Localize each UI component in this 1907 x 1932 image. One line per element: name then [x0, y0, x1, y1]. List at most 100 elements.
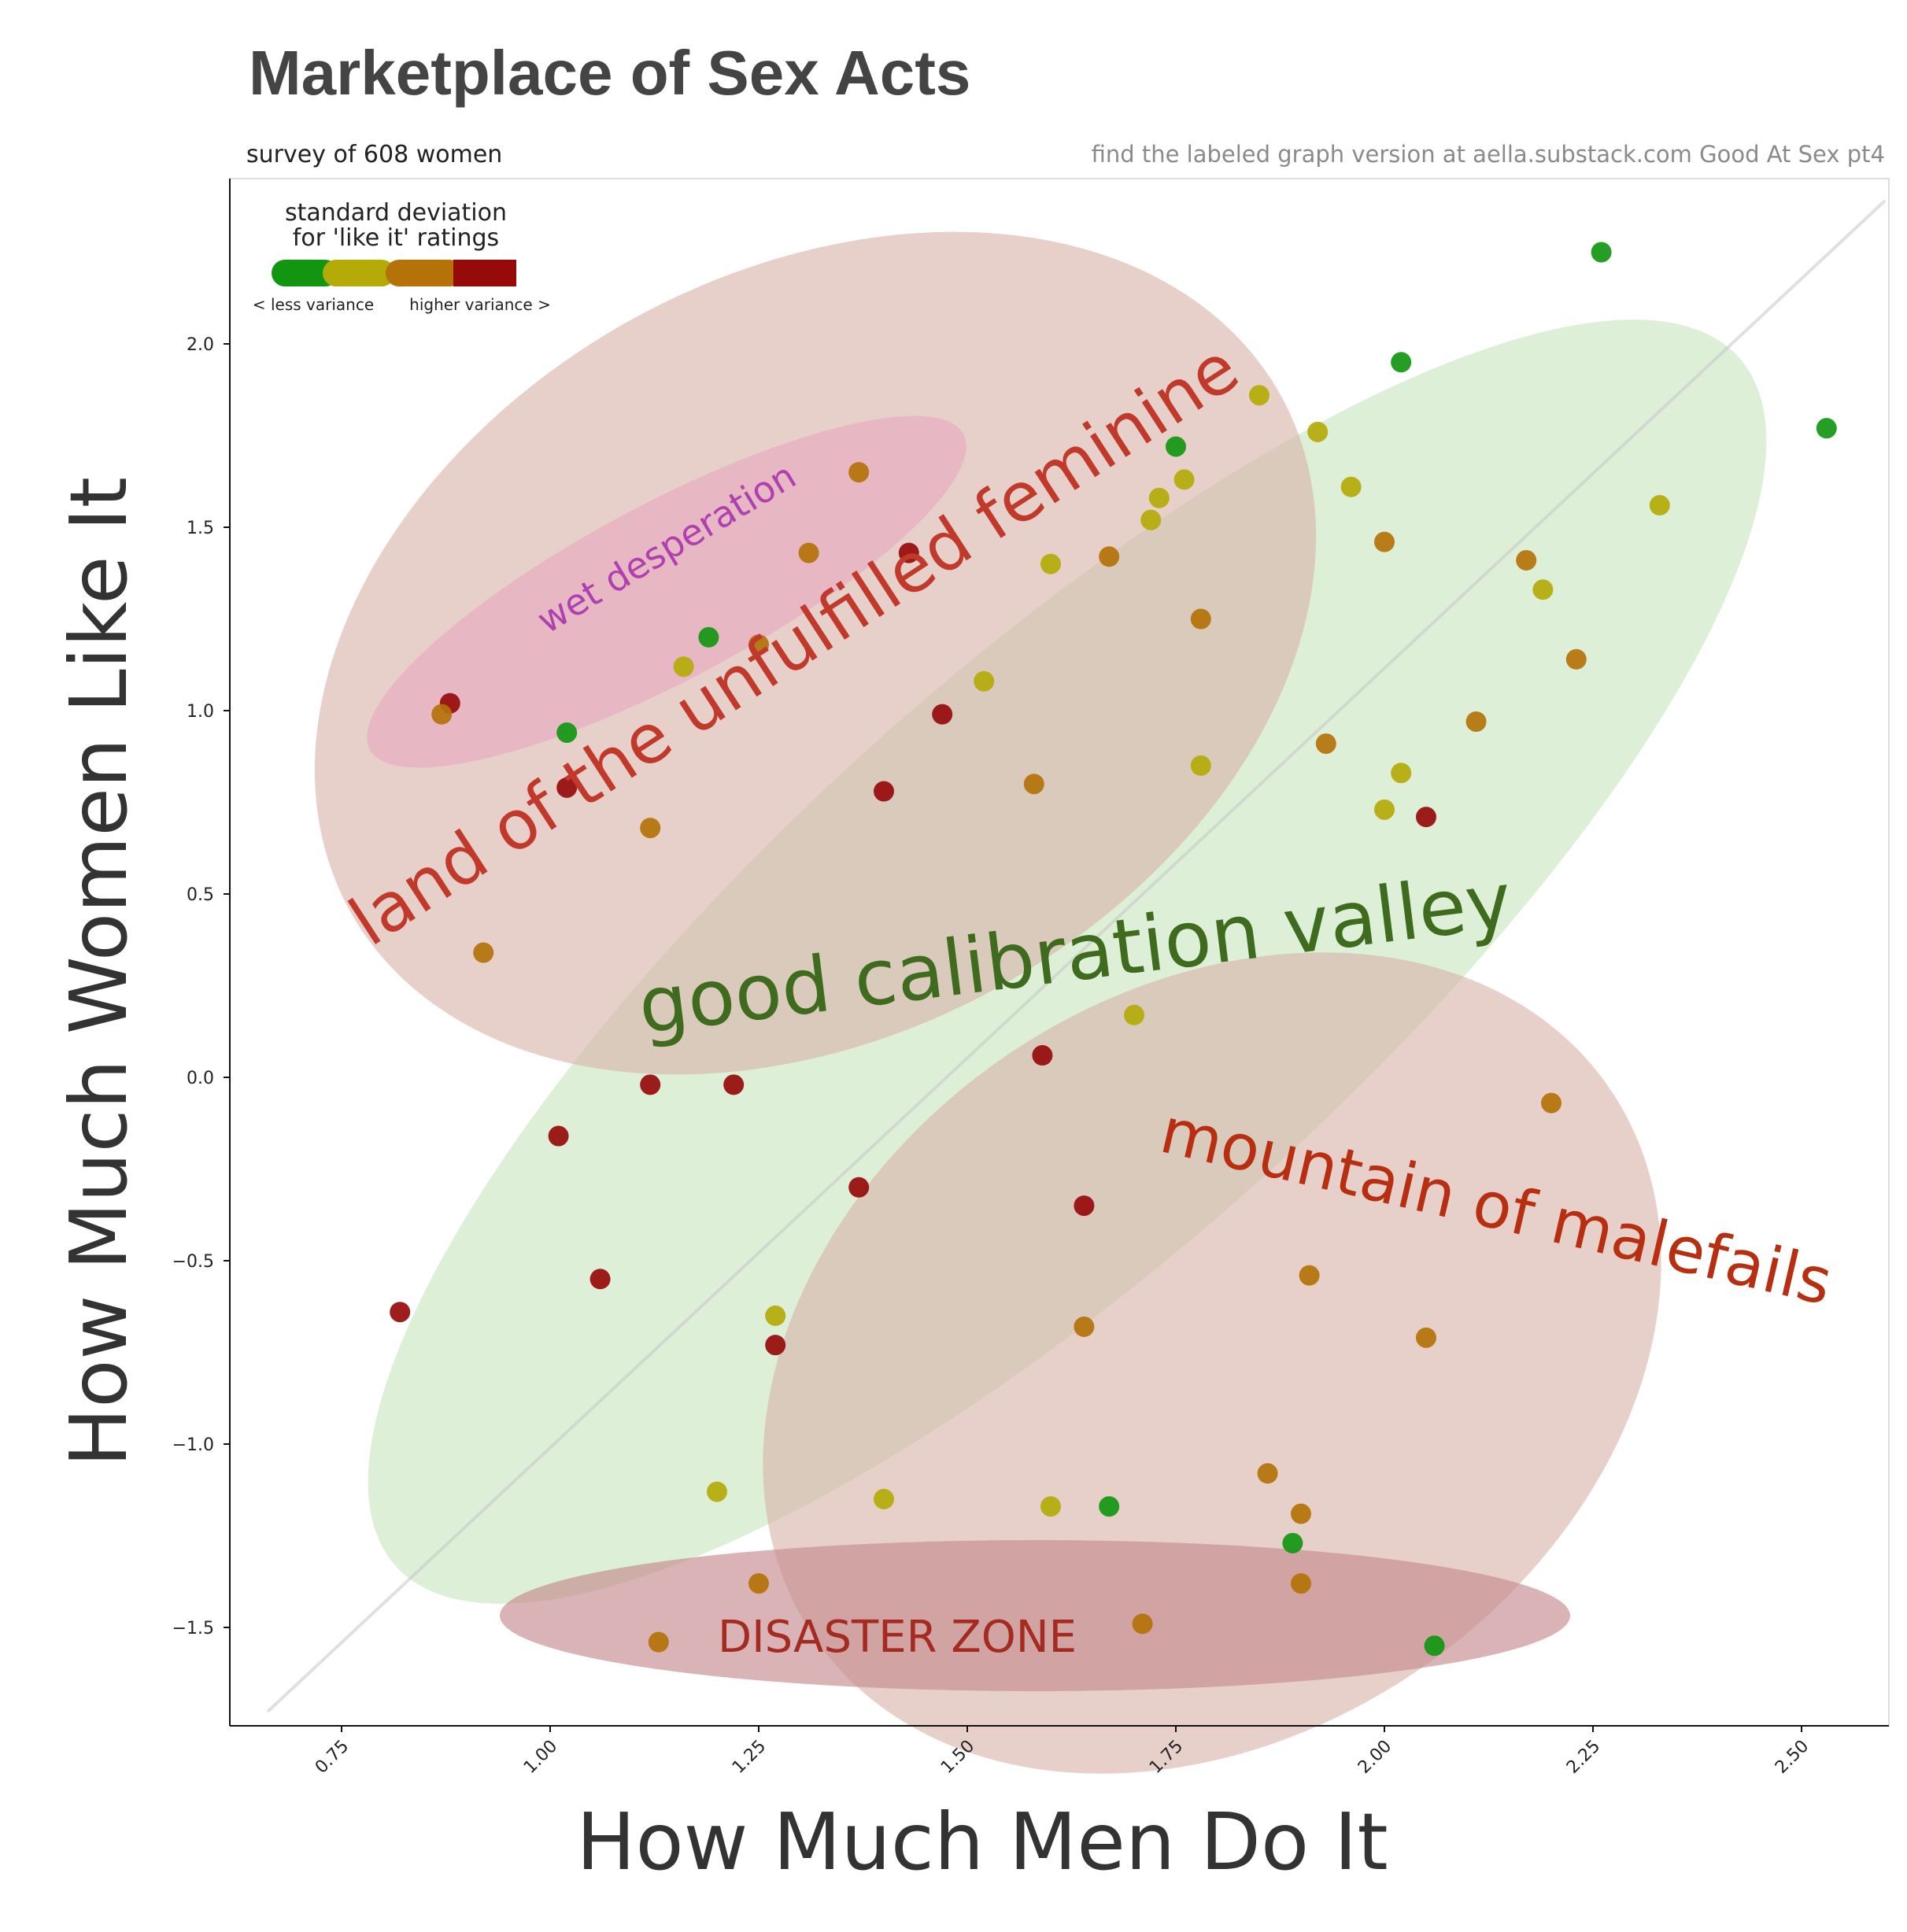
data-point — [648, 1631, 669, 1653]
y-tick-label: 0.0 — [187, 1069, 214, 1088]
data-point — [1391, 352, 1412, 373]
y-tick-label: 1.5 — [187, 519, 214, 538]
data-point — [1166, 436, 1186, 457]
data-point — [765, 1305, 786, 1326]
data-point — [1099, 1496, 1120, 1517]
data-point — [1307, 421, 1329, 442]
y-tick-label: 1.0 — [187, 702, 214, 722]
data-point — [556, 722, 578, 743]
chart-subtitle: survey of 608 women — [246, 141, 502, 168]
data-point — [1173, 469, 1195, 490]
y-tick-label: 2.0 — [187, 335, 214, 355]
y-tick-label: −1.5 — [172, 1619, 214, 1638]
data-point — [1099, 546, 1120, 567]
region-good-calibration — [368, 320, 1767, 1604]
data-point — [1816, 418, 1837, 439]
data-point — [673, 656, 694, 678]
data-point — [1374, 531, 1395, 552]
y-tick-label: 0.5 — [187, 885, 214, 905]
data-point — [1416, 1327, 1436, 1348]
data-point — [1591, 242, 1612, 263]
data-point — [1074, 1316, 1095, 1337]
data-point — [1148, 487, 1170, 508]
data-point — [1565, 648, 1587, 670]
y-ticks: 2.0 1.5 1.0 0.5 0.0 −0.5 −1.0 −1.5 — [172, 335, 230, 1638]
data-point — [748, 1573, 769, 1594]
legend-swatch-green — [272, 260, 338, 286]
data-point — [1074, 1195, 1095, 1217]
data-point — [932, 704, 953, 725]
data-point — [640, 1074, 661, 1095]
data-point — [640, 818, 661, 839]
data-point — [974, 670, 995, 692]
region-wet-desperation — [367, 416, 966, 768]
data-point — [748, 634, 769, 656]
data-point — [1249, 385, 1269, 406]
data-point — [1132, 1613, 1153, 1635]
legend-swatch-darkred — [453, 260, 516, 286]
data-point — [1416, 807, 1436, 828]
legend-swatch-olive — [323, 260, 395, 286]
x-tick-label: 1.00 — [520, 1737, 561, 1778]
data-point — [707, 1481, 727, 1502]
region-label-disaster-zone: DISASTER ZONE — [718, 1612, 1077, 1663]
data-point — [1649, 495, 1670, 516]
data-point — [848, 462, 870, 483]
data-point — [1340, 476, 1362, 497]
legend-title-line1: standard deviation — [285, 199, 507, 227]
data-point — [848, 1177, 870, 1198]
data-point — [1424, 1635, 1445, 1657]
data-point — [1257, 1463, 1278, 1484]
data-point — [1023, 774, 1044, 795]
data-point — [1391, 763, 1412, 784]
data-point — [548, 1125, 569, 1147]
reference-diagonal — [266, 199, 1887, 1713]
data-point — [1282, 1532, 1303, 1553]
regions-layer — [314, 231, 1767, 1774]
data-point — [1465, 711, 1487, 732]
data-point — [765, 1335, 786, 1356]
data-point — [1516, 549, 1537, 571]
legend-right-label: higher variance > — [409, 295, 551, 314]
x-axis-label: How Much Men Do It — [576, 1796, 1388, 1888]
x-tick-label: 2.00 — [1354, 1737, 1395, 1778]
chart-title: Marketplace of Sex Acts — [249, 38, 970, 108]
legend-title-line2: for 'like it' ratings — [293, 224, 499, 252]
data-point — [1040, 1496, 1061, 1517]
data-point — [431, 704, 453, 725]
data-point — [1532, 579, 1554, 600]
data-point — [1541, 1092, 1561, 1114]
data-point — [874, 1488, 894, 1509]
data-point — [589, 1269, 611, 1290]
region-unfulfilled-feminine — [314, 231, 1317, 1075]
data-point — [1140, 509, 1162, 530]
x-tick-label: 2.50 — [1772, 1737, 1813, 1778]
y-tick-label: −1.0 — [172, 1435, 214, 1455]
y-axis-label: How Much Women Like It — [53, 477, 145, 1467]
x-tick-label: 1.25 — [729, 1737, 770, 1778]
data-point — [390, 1302, 411, 1323]
data-point — [1291, 1503, 1311, 1524]
data-point — [1291, 1573, 1311, 1594]
data-point — [1032, 1045, 1053, 1066]
data-point — [473, 942, 494, 963]
source-note: find the labeled graph version at aella.… — [1092, 141, 1885, 168]
data-points — [390, 242, 1837, 1657]
data-point — [898, 542, 919, 563]
legend-swatch-amber — [386, 260, 463, 286]
data-point — [1315, 733, 1336, 754]
legend-left-label: < less variance — [253, 295, 374, 314]
data-point — [1299, 1265, 1320, 1286]
data-point — [1190, 755, 1211, 776]
data-point — [1374, 799, 1395, 820]
data-point — [798, 542, 819, 563]
data-point — [874, 781, 894, 802]
data-point — [1124, 1004, 1144, 1025]
data-point — [556, 777, 578, 798]
data-point — [1190, 608, 1211, 630]
y-tick-label: −0.5 — [172, 1252, 214, 1272]
legend: standard deviation for 'like it' ratings… — [253, 199, 551, 314]
x-tick-label: 0.75 — [312, 1737, 353, 1778]
data-point — [698, 626, 719, 648]
